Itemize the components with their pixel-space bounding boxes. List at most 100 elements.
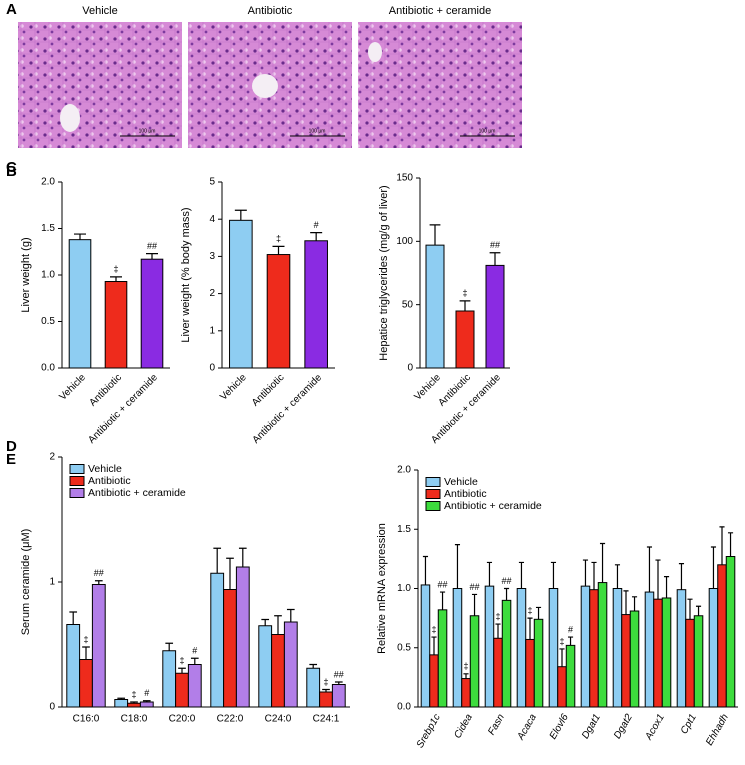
x-tick-label: Vehicle: [57, 372, 88, 403]
x-tick-label: Cpt1: [679, 712, 699, 736]
error-bar: [213, 547, 222, 574]
error-bar: [69, 611, 78, 625]
bar: [114, 699, 129, 708]
bar: [175, 672, 189, 708]
y-tick-label: 1: [49, 577, 55, 588]
y-tick-label: 2.0: [397, 465, 411, 476]
bar: [306, 667, 321, 708]
legend-swatch: [69, 488, 85, 498]
error-bar: [117, 697, 126, 700]
scale-bar-label: 100 µm: [309, 128, 326, 134]
x-tick-label: Vehicle: [218, 372, 249, 403]
significance-marker: ‡: [83, 634, 88, 644]
significance-marker: ‡: [495, 611, 500, 621]
bar: [653, 598, 663, 708]
bar: [676, 589, 687, 708]
significance-marker: ##: [502, 576, 512, 586]
x-tick-label: Elovl6: [548, 712, 571, 741]
bar: [580, 585, 591, 708]
error-bar: [286, 608, 295, 622]
error-bar: [559, 648, 565, 667]
y-tick-label: 1: [209, 325, 215, 336]
bar: [68, 239, 92, 369]
y-tick-label: 5: [209, 177, 215, 188]
significance-marker: ##: [147, 241, 157, 251]
y-axis-label: Relative mRNA expression: [376, 523, 388, 654]
bar: [533, 618, 544, 708]
y-tick-label: 0: [209, 363, 215, 374]
bar: [283, 621, 298, 708]
error-bar: [74, 233, 86, 240]
error-bar: [309, 663, 318, 669]
error-bar: [234, 209, 247, 221]
significance-marker: ‡: [559, 636, 564, 646]
error-bar: [178, 667, 186, 674]
error-bar: [142, 700, 151, 702]
x-tick-label: Acaca: [515, 712, 539, 743]
bar: [557, 666, 567, 708]
x-tick-label: Antibiotic: [88, 372, 124, 408]
bar: [525, 638, 535, 708]
bar: [661, 597, 672, 708]
y-tick-label: 0.5: [397, 642, 411, 653]
error-bar: [727, 532, 734, 557]
bar: [548, 588, 559, 708]
bar: [235, 566, 250, 708]
error-bar: [130, 701, 138, 704]
error-bar: [439, 591, 446, 610]
bar: [127, 702, 141, 708]
significance-marker: #: [192, 646, 197, 656]
error-bar: [261, 618, 270, 626]
significance-marker: ##: [490, 240, 500, 250]
bar: [187, 664, 202, 708]
error-bar: [527, 617, 533, 640]
error-bar: [678, 563, 685, 590]
bar: [501, 599, 512, 708]
y-tick-label: 0: [407, 363, 413, 374]
y-tick-label: 1.0: [397, 583, 411, 594]
legend-label: Antibiotic + ceramide: [444, 500, 542, 512]
x-tick-label: Dgat1: [580, 712, 603, 741]
error-bar: [591, 561, 597, 590]
bar: [629, 610, 640, 708]
legend-swatch: [69, 476, 85, 486]
significance-marker: ‡: [323, 677, 328, 687]
x-tick-label: C18:0: [121, 714, 148, 725]
bar: [461, 678, 471, 708]
y-tick-label: 1.0: [41, 270, 55, 281]
panel-letter: E: [6, 451, 16, 468]
bar: [429, 654, 439, 708]
bar: [304, 240, 328, 369]
error-bar: [550, 561, 557, 589]
y-tick-label: 2.0: [41, 177, 55, 188]
error-bar: [94, 580, 103, 585]
error-bar: [454, 544, 461, 589]
significance-marker: ‡: [131, 689, 136, 699]
scale-bar-label: 100 µm: [139, 128, 156, 134]
legend-label: Vehicle: [88, 463, 122, 475]
error-bar: [82, 646, 90, 660]
error-bar: [614, 564, 621, 589]
bar: [644, 591, 655, 708]
y-axis-label: Serum ceramide (μM): [20, 529, 32, 636]
bar: [493, 637, 503, 708]
significance-marker: ##: [334, 669, 344, 679]
bar: [139, 701, 154, 708]
bar: [79, 659, 93, 708]
vessel: [60, 104, 80, 132]
x-tick-label: Srebp1c: [415, 712, 443, 750]
error-bar: [655, 559, 661, 600]
error-bar: [663, 576, 670, 598]
y-tick-label: 0.0: [397, 702, 411, 713]
y-tick-label: 150: [396, 173, 413, 184]
x-tick-label: C22:0: [217, 714, 244, 725]
error-bar: [422, 555, 429, 585]
bar: [725, 556, 736, 708]
significance-marker: ‡: [113, 264, 118, 274]
bar: [162, 650, 177, 708]
error-bar: [190, 657, 199, 665]
x-tick-label: Ehhadh: [704, 712, 731, 748]
x-tick-label: C16:0: [73, 714, 100, 725]
error-bar: [710, 546, 717, 589]
